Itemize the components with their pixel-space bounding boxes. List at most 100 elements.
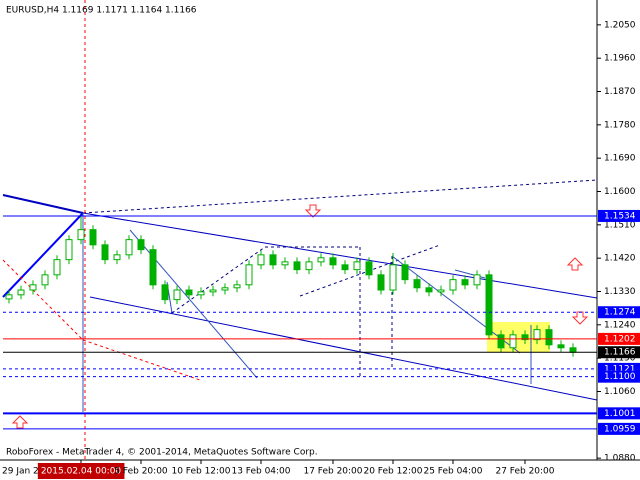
dashed-line: [171, 246, 266, 314]
candle-body: [125, 239, 133, 256]
candle-body: [29, 284, 37, 291]
y-tick-label: 1.1510: [604, 220, 636, 230]
candle-body: [185, 289, 193, 296]
candle-body: [149, 249, 157, 286]
price-label-bg: [598, 407, 640, 420]
price-label: 1.1121: [604, 364, 636, 374]
x-tick-label: 29 Jan 201: [2, 467, 50, 477]
candle-body: [221, 287, 229, 291]
channel-upper: [82, 212, 598, 299]
candle-body: [401, 264, 409, 281]
price-label: 1.1001: [604, 409, 636, 419]
candle-body: [569, 347, 577, 353]
y-tick-label: 1.1960: [604, 54, 636, 64]
candle-body: [449, 279, 457, 291]
y-tick-label: 1.1150: [604, 354, 636, 364]
trend-line: [2, 212, 84, 298]
y-tick-label: 1.1060: [604, 387, 636, 397]
candle-body: [269, 254, 277, 266]
candle-body: [89, 229, 97, 246]
candle-body: [41, 274, 49, 286]
candle-body: [257, 254, 265, 266]
price-label-bg: [598, 422, 640, 435]
dashed-line: [82, 339, 201, 381]
candle-body: [557, 344, 565, 349]
chart-title: EURUSD,H4 1.1169 1.1171 1.1164 1.1166: [6, 6, 197, 16]
y-tick-label: 1.1600: [604, 187, 636, 197]
x-tick-label: 10 Feb 12:00: [171, 467, 230, 477]
arrow-up: [11, 415, 29, 429]
candle-body: [197, 291, 205, 296]
candle-body: [305, 261, 313, 271]
arrow-up: [566, 257, 584, 271]
candle-body: [545, 329, 553, 346]
candle-body: [533, 329, 541, 341]
x-tick-label: 27 Feb 20:00: [495, 467, 554, 477]
x-tick-label: 25 Feb 04:00: [423, 467, 482, 477]
price-label: 1.1534: [604, 211, 636, 221]
arrow-down: [304, 204, 322, 218]
y-tick-label: 1.0880: [604, 454, 636, 464]
x-tick-label: 5 Feb 20:00: [114, 467, 168, 477]
price-label: 1.1166: [604, 348, 636, 358]
dashed-line: [82, 179, 598, 214]
y-tick-label: 1.1690: [604, 154, 636, 164]
candle-body: [113, 254, 121, 261]
candle-body: [497, 334, 505, 349]
candle-body: [245, 264, 253, 286]
price-label: 1.1274: [604, 308, 636, 318]
candle-body: [425, 287, 433, 293]
candle-body: [329, 257, 337, 266]
y-tick-label: 1.1780: [604, 120, 636, 130]
price-label-bg: [598, 332, 640, 345]
candle-body: [5, 294, 13, 300]
candle-body: [101, 244, 109, 261]
candle-body: [281, 261, 289, 266]
candle-body: [377, 274, 385, 291]
price-label-bg: [598, 209, 640, 222]
candle-body: [521, 334, 529, 341]
arrow-down: [571, 311, 589, 325]
x-tick-label: 2015.02.04 00:00: [41, 467, 122, 477]
price-label: 1.1100: [604, 372, 636, 382]
dashed-line: [2, 259, 84, 341]
candle-body: [161, 284, 169, 301]
price-label-bg: [598, 346, 640, 359]
candle-body: [293, 261, 301, 271]
channel-lower: [89, 296, 598, 401]
trend-line: [2, 194, 84, 214]
candle-body: [389, 264, 397, 291]
candle-body: [473, 274, 481, 286]
candle-body: [461, 279, 469, 286]
candle-body: [437, 289, 445, 293]
candle-body: [485, 274, 493, 336]
y-tick-label: 1.1240: [604, 320, 636, 330]
candle-body: [137, 239, 145, 251]
candle-body: [65, 239, 73, 261]
candle-body: [53, 259, 61, 276]
footer: RoboForex - MetaTrader 4, © 2001-2014, M…: [6, 448, 318, 458]
candle-body: [173, 289, 181, 301]
candle-body: [365, 261, 373, 276]
candle-body: [209, 289, 217, 293]
x-tick-label: 13 Feb 04:00: [231, 467, 290, 477]
candle-body: [509, 334, 517, 349]
x-tick-label: 17 Feb 20:00: [303, 467, 362, 477]
y-tick-label: 1.1870: [604, 87, 636, 97]
candle-body: [77, 229, 85, 241]
y-tick-label: 1.1420: [604, 254, 636, 264]
candle-body: [317, 257, 325, 263]
price-label: 1.1202: [604, 334, 636, 344]
crosshair-label-bg: [37, 463, 125, 479]
candle-body: [233, 284, 241, 289]
price-label: 1.0959: [604, 424, 636, 434]
candle-body: [413, 279, 421, 289]
x-tick-label: 20 Feb 12:00: [363, 467, 422, 477]
price-label-bg: [598, 306, 640, 319]
candle-body: [353, 261, 361, 271]
arrows: [11, 204, 589, 429]
y-tick-label: 1.2050: [604, 20, 636, 30]
marks: [5, 215, 577, 357]
